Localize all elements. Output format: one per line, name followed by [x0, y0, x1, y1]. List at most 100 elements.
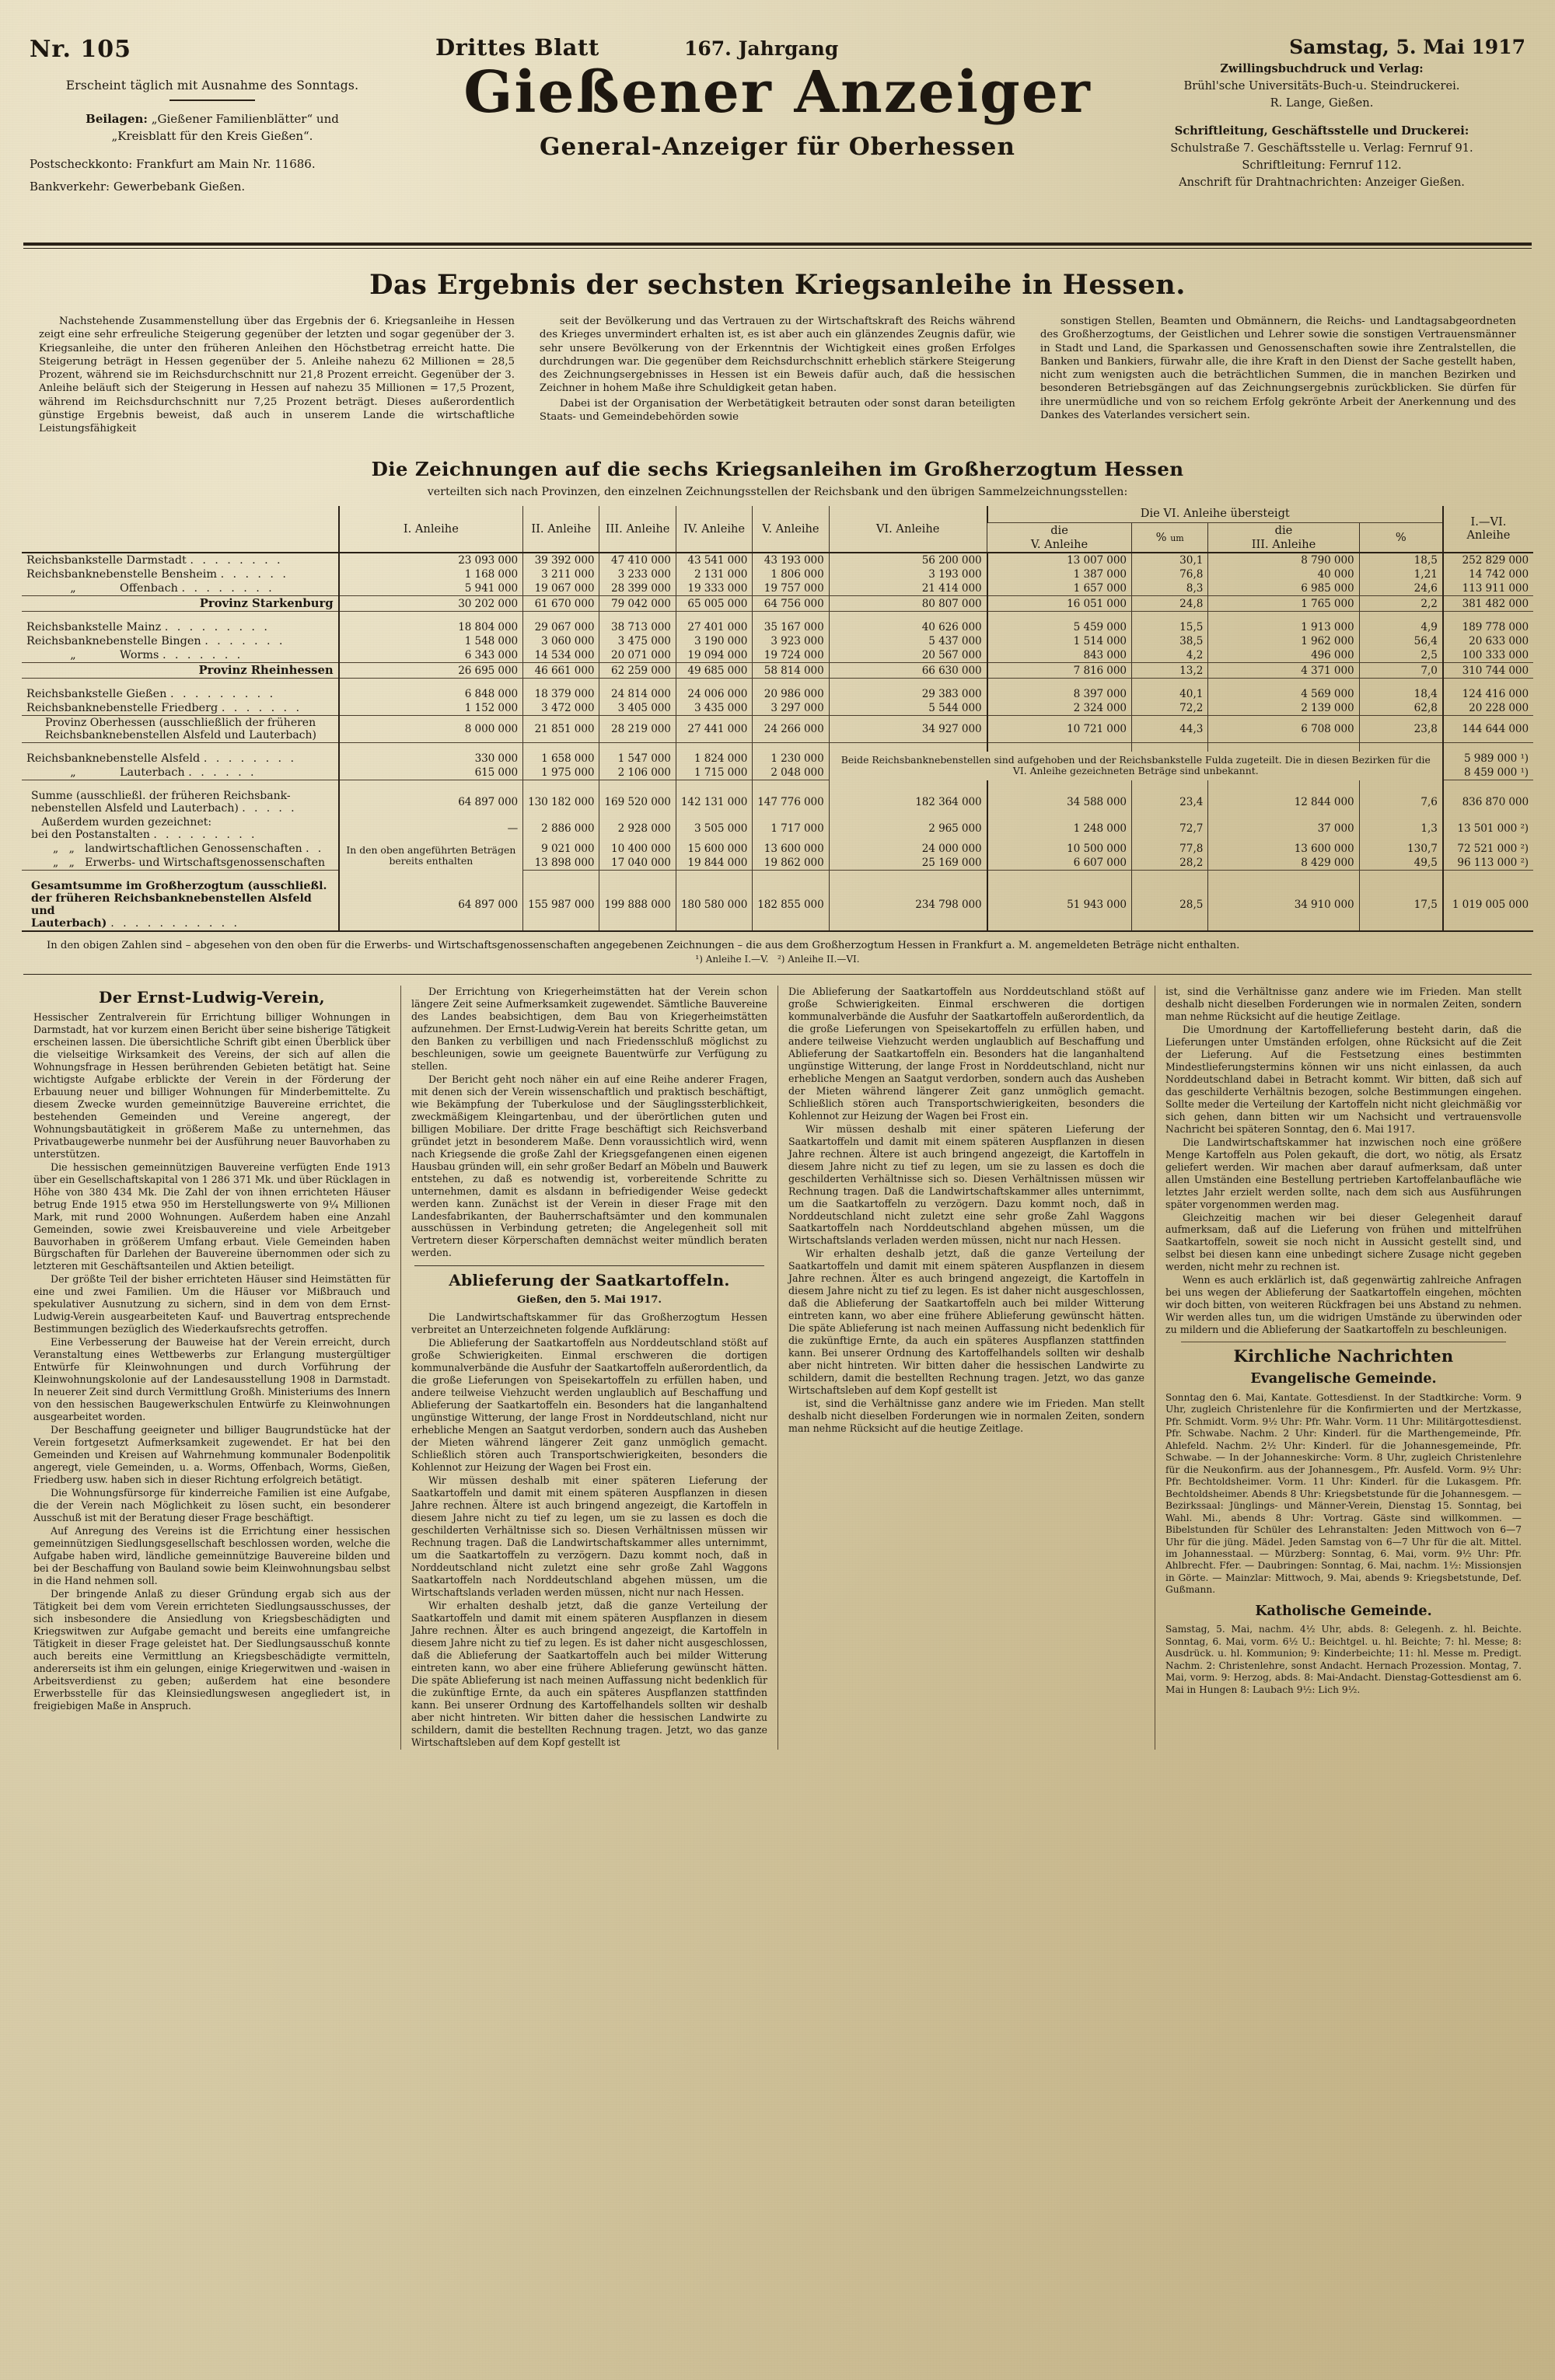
cell: 28 399 000: [599, 581, 676, 597]
cell: 3 405 000: [599, 701, 676, 717]
cell: 19 094 000: [675, 648, 753, 664]
cell: 39 392 000: [522, 553, 599, 568]
cell: 15,5: [1130, 620, 1208, 635]
cell: 12 844 000: [1207, 789, 1360, 816]
cell: 3 193 000: [828, 567, 987, 582]
article-paragraph: Die Ablieferung der Saatkartoffeln aus N…: [411, 1337, 767, 1474]
article-paragraph: Die Ablieferung der Saatkartoffeln aus N…: [788, 985, 1144, 1122]
cell: 76,8: [1130, 567, 1208, 582]
war-loan-subscriptions-table: I. Anleihe II. Anleihe III. Anleihe IV. …: [22, 505, 1533, 933]
lead-paragraph: seit der Bevölkerung und das Vertrauen z…: [539, 316, 1015, 395]
cell: 1 168 000: [337, 567, 523, 582]
row-label: „ Lauterbach . . . . . .: [22, 766, 339, 781]
cell: 8 397 000: [986, 687, 1132, 702]
cell: 64 756 000: [752, 595, 830, 612]
article-title-saatkartoffeln: Ablieferung der Saatkartoffeln.: [449, 1271, 730, 1290]
cell: 61 670 000: [522, 595, 599, 612]
cell: 13 501 000 ²): [1441, 815, 1533, 843]
newspaper-title: Gießener Anzeiger: [463, 59, 1092, 126]
cell: 43 541 000: [675, 553, 753, 568]
cell: 147 776 000: [752, 789, 830, 816]
cell: 234 798 000: [828, 879, 987, 933]
cell: 7,0: [1358, 662, 1443, 679]
editorial-heading: Schriftleitung, Geschäftsstelle und Druc…: [1174, 124, 1469, 138]
cell: 35 167 000: [752, 620, 830, 635]
table-spacer: [22, 780, 1533, 790]
editorial-line-1: Schulstraße 7. Geschäftsstelle u. Verlag…: [1170, 141, 1473, 155]
cell: 1 248 000: [986, 815, 1132, 843]
cell: 18 804 000: [337, 620, 523, 635]
cell: 72 521 000 ²): [1441, 842, 1533, 857]
article-paragraph: Hessischer Zentralverein für Errichtung …: [33, 1010, 390, 1160]
cell: 252 829 000: [1441, 553, 1533, 568]
cell: 100 333 000: [1441, 648, 1533, 664]
cell: 34 588 000: [986, 789, 1132, 816]
cell: 2 324 000: [986, 701, 1132, 717]
lead-column-1: Nachstehende Zusammenstellung über das E…: [26, 315, 527, 438]
article-paragraph: Wir erhalten deshalb jetzt, daß die ganz…: [411, 1599, 767, 1748]
edition-label: Drittes Blatt: [435, 34, 599, 61]
cell: 24 266 000: [752, 715, 830, 744]
th-anleihe-4: IV. Anleihe: [675, 505, 753, 554]
table-head: I. Anleihe II. Anleihe III. Anleihe IV. …: [22, 505, 1533, 554]
cell: 15 600 000: [675, 842, 753, 857]
table-row: Reichsbanknebenstelle Bensheim . . . . .…: [22, 567, 1533, 582]
publisher-line-2: R. Lange, Gießen.: [1270, 96, 1374, 110]
table-row: „ „ Erwerbs- und Wirtschaftsgenossenscha…: [22, 856, 1533, 871]
cell: 5 941 000: [337, 581, 523, 597]
cell: 19 844 000: [675, 856, 753, 871]
cell: 19 862 000: [752, 856, 830, 871]
cell: 1 824 000: [675, 752, 753, 766]
row-label: Reichsbankstelle Darmstadt . . . . . . .…: [26, 554, 284, 567]
cell: 1,21: [1358, 567, 1443, 582]
cell: 5 544 000: [828, 701, 987, 717]
table-row-grand-total: Gesamtsumme im Großherzogtum (ausschließ…: [22, 879, 1533, 933]
lead-paragraph: Dabei ist der Organisation der Werbetäti…: [539, 397, 1015, 423]
postcheck-line: Postscheckkonto: Frankfurt am Main Nr. 1…: [30, 157, 316, 172]
cell: 4 569 000: [1207, 687, 1360, 702]
cell: 34 910 000: [1207, 879, 1360, 933]
article-paragraph: Die Landwirtschaftskammer hat inzwischen…: [1165, 1136, 1522, 1210]
cell: 10 400 000: [599, 842, 676, 857]
article-paragraph: Der Beschaffung geeigneter und billiger …: [33, 1424, 390, 1486]
cell: 6 848 000: [337, 687, 523, 702]
lead-article: Nachstehende Zusammenstellung über das E…: [0, 315, 1555, 438]
cell: 24,8: [1130, 595, 1208, 612]
cell: 64 897 000: [337, 879, 523, 933]
cell: 20 567 000: [828, 648, 987, 664]
cell: 3 472 000: [522, 701, 599, 717]
cell: 330 000: [337, 752, 523, 766]
article-column-2: Der Errichtung von Kriegerheimstätten ha…: [400, 985, 778, 1750]
th-anleihe-2: II. Anleihe: [522, 505, 599, 554]
cell: 381 482 000: [1441, 595, 1533, 612]
cell: 182 855 000: [752, 879, 830, 933]
cell: 1 514 000: [986, 634, 1132, 649]
cell: 37 000: [1207, 815, 1360, 843]
cell: 130 182 000: [522, 789, 599, 816]
cell: 8 790 000: [1207, 553, 1360, 568]
cell: 2 131 000: [675, 567, 753, 582]
cell: 43 193 000: [752, 553, 830, 568]
cell: 1 962 000: [1207, 634, 1360, 649]
cell: 1 658 000: [522, 752, 599, 766]
cell: 21 851 000: [522, 715, 599, 744]
cell: 24 000 000: [828, 842, 987, 857]
cell: 62 259 000: [599, 662, 676, 679]
cell: 14 534 000: [522, 648, 599, 664]
cell: 58 814 000: [752, 662, 830, 679]
cell: 4 371 000: [1207, 662, 1360, 679]
table-row-total: Provinz Oberhessen (ausschließlich der f…: [22, 715, 1533, 744]
cell: 20 228 000: [1441, 701, 1533, 717]
cell: 28,5: [1130, 879, 1208, 933]
article-paragraph: ist, sind die Verhältnisse ganz andere w…: [1165, 985, 1522, 1022]
article-column-4: ist, sind die Verhältnisse ganz andere w…: [1155, 985, 1532, 1750]
article-paragraph: Die Wohnungsfürsorge für kinderreiche Fa…: [33, 1487, 390, 1524]
section-rule: [23, 973, 1532, 975]
cell: 180 580 000: [675, 879, 753, 933]
article-paragraph: Die Landwirtschaftskammer für das Großhe…: [411, 1311, 767, 1336]
cell: 155 987 000: [522, 879, 599, 933]
cell: 51 943 000: [986, 879, 1132, 933]
cell: 16 051 000: [986, 595, 1132, 612]
table-title: Die Zeichnungen auf die sechs Kriegsanle…: [371, 457, 1184, 480]
cell: 38 713 000: [599, 620, 676, 635]
